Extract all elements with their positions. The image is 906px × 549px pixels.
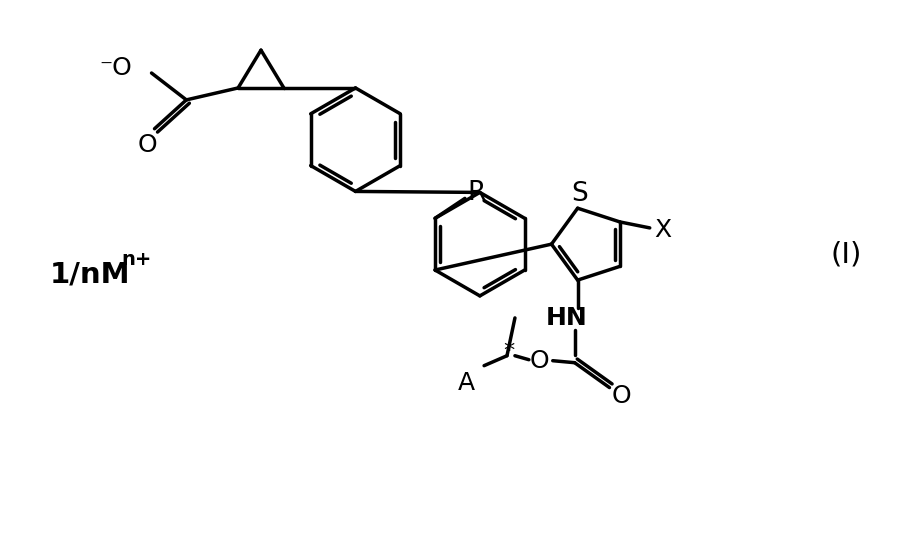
Text: X: X xyxy=(654,218,671,242)
Text: A: A xyxy=(458,371,475,395)
Text: S: S xyxy=(572,181,588,208)
Text: O: O xyxy=(612,384,631,407)
Text: 1/nM: 1/nM xyxy=(50,260,130,288)
Text: R: R xyxy=(467,181,486,206)
Text: n+: n+ xyxy=(121,250,152,268)
Text: ⁻O: ⁻O xyxy=(99,56,131,80)
Text: HN: HN xyxy=(545,306,588,330)
Text: *: * xyxy=(504,341,515,361)
Text: (I): (I) xyxy=(830,240,862,268)
Text: O: O xyxy=(530,349,550,373)
Text: O: O xyxy=(138,133,158,156)
